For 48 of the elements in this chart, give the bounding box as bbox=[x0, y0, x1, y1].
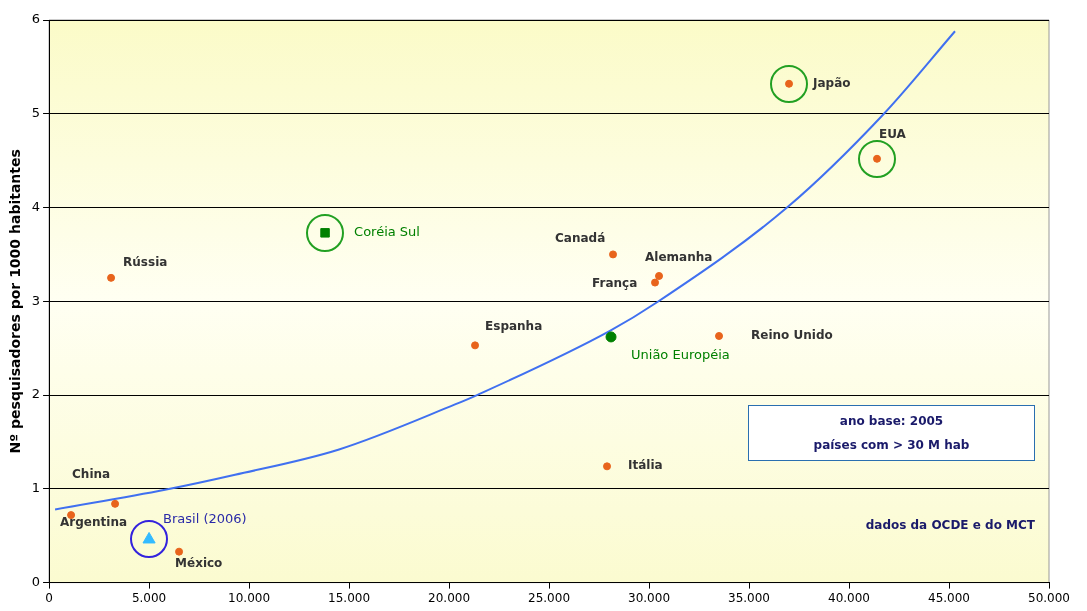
y-tick-label: 3 bbox=[31, 292, 41, 308]
annotation: Alemanha bbox=[645, 250, 713, 265]
point bbox=[603, 462, 612, 471]
y-tick-label: 6 bbox=[31, 11, 41, 27]
point bbox=[655, 271, 664, 280]
x-tick-label: 0 bbox=[45, 590, 53, 605]
x-tick-label: 50.000 bbox=[1028, 590, 1070, 605]
x-tick-label: 20.000 bbox=[428, 590, 471, 605]
annotation: Rússia bbox=[123, 254, 168, 269]
y-tick-label: 4 bbox=[31, 198, 41, 214]
annotation: Reino Unido bbox=[751, 328, 833, 343]
x-tick-label: 5.000 bbox=[131, 590, 167, 605]
y-axis-title: Nº pesquisadores por 1000 habitantes bbox=[7, 149, 24, 454]
annotation: dados da OCDE e do MCT bbox=[865, 518, 1036, 533]
point bbox=[609, 250, 618, 259]
annotation: ano base: 2005 bbox=[838, 413, 945, 430]
annotation: Canadá bbox=[555, 230, 606, 245]
x-tick-label: 45.000 bbox=[928, 590, 971, 605]
annotation: Japão bbox=[812, 75, 851, 90]
y-tick-label: 5 bbox=[31, 105, 41, 121]
annotation: Espanha bbox=[485, 319, 543, 334]
annotation: Argentina bbox=[60, 515, 128, 530]
y-tick-label: 0 bbox=[31, 573, 41, 589]
annotation: EUA bbox=[879, 126, 907, 141]
annotation: países com > 30 M hab bbox=[812, 437, 971, 454]
x-tick-label: 15.000 bbox=[328, 590, 371, 605]
x-tick-label: 35.000 bbox=[728, 590, 771, 605]
point bbox=[175, 547, 184, 556]
annotation: Itália bbox=[628, 458, 663, 473]
annotation: China bbox=[72, 466, 111, 481]
series-label: Brasil (2006) bbox=[163, 510, 247, 526]
series-label: Coréia Sul bbox=[354, 224, 420, 240]
x-tick-label: 40.000 bbox=[828, 590, 871, 605]
point bbox=[111, 499, 120, 508]
note-box: ano base: 2005 países com > 30 M hab bbox=[748, 405, 1035, 461]
x-tick-label: 25.000 bbox=[528, 590, 571, 605]
annotation: França bbox=[592, 275, 638, 290]
y-tick-label: 2 bbox=[31, 386, 41, 402]
point bbox=[471, 341, 480, 350]
point bbox=[651, 278, 660, 287]
point bbox=[107, 273, 116, 282]
point bbox=[715, 331, 724, 340]
annotation: México bbox=[175, 555, 223, 570]
x-tick-label: 10.000 bbox=[228, 590, 271, 605]
series-label: União Européia bbox=[631, 347, 730, 363]
y-tick-label: 1 bbox=[31, 480, 41, 496]
x-tick-label: 30.000 bbox=[628, 590, 671, 605]
point bbox=[605, 331, 617, 343]
